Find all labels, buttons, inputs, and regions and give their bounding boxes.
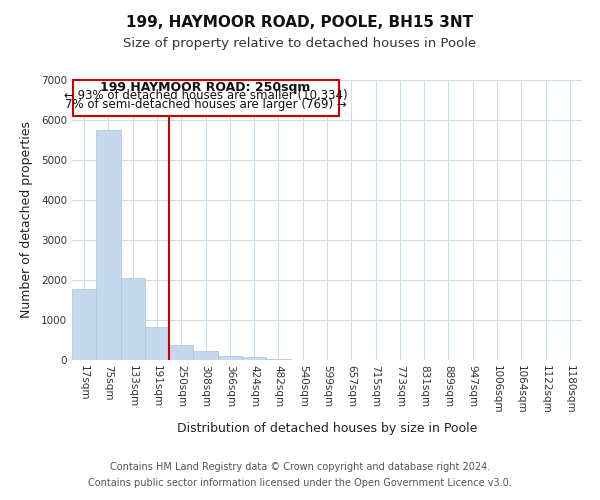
Bar xyxy=(169,345,193,360)
Bar xyxy=(242,357,266,360)
Bar xyxy=(193,351,218,360)
Text: Contains public sector information licensed under the Open Government Licence v3: Contains public sector information licen… xyxy=(88,478,512,488)
Bar xyxy=(96,130,121,360)
Text: Size of property relative to detached houses in Poole: Size of property relative to detached ho… xyxy=(124,38,476,51)
Text: ← 93% of detached houses are smaller (10,334): ← 93% of detached houses are smaller (10… xyxy=(64,90,347,102)
X-axis label: Distribution of detached houses by size in Poole: Distribution of detached houses by size … xyxy=(177,422,477,435)
Y-axis label: Number of detached properties: Number of detached properties xyxy=(20,122,32,318)
Bar xyxy=(121,278,145,360)
Text: 199, HAYMOOR ROAD, POOLE, BH15 3NT: 199, HAYMOOR ROAD, POOLE, BH15 3NT xyxy=(127,15,473,30)
Bar xyxy=(266,359,290,360)
Text: Contains HM Land Registry data © Crown copyright and database right 2024.: Contains HM Land Registry data © Crown c… xyxy=(110,462,490,472)
FancyBboxPatch shape xyxy=(73,80,339,116)
Bar xyxy=(72,289,96,360)
Text: 199 HAYMOOR ROAD: 250sqm: 199 HAYMOOR ROAD: 250sqm xyxy=(100,80,311,94)
Text: 7% of semi-detached houses are larger (769) →: 7% of semi-detached houses are larger (7… xyxy=(65,98,346,112)
Bar xyxy=(145,327,169,360)
Bar xyxy=(218,356,242,360)
